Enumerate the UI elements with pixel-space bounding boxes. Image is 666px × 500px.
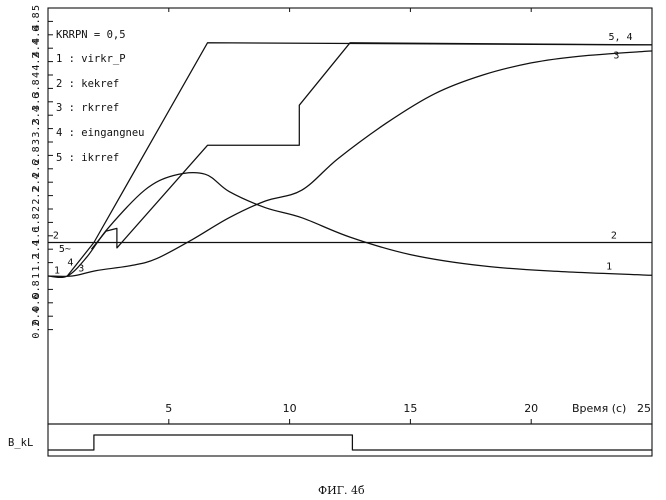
y-tick-label: 3.8 <box>31 79 42 97</box>
y-tick-label: 3 <box>31 139 42 145</box>
x-tick-label: 5 <box>165 402 172 415</box>
plot-frame <box>48 8 652 424</box>
curve-label: 1 <box>54 265 60 276</box>
y-axis: 0.20.40.60.811.21.41.61.822.22.42.62.833… <box>31 5 53 339</box>
curve-label: 5~ <box>59 244 71 255</box>
curve-label: 2 <box>611 230 617 241</box>
curve-label: 3 <box>613 50 619 61</box>
x-tick-label: 15 <box>403 402 417 415</box>
x-axis: 5 10 15 20 25 <box>165 8 652 424</box>
curve-label: 3 <box>78 263 84 274</box>
y-tick-label: 2 <box>31 206 42 212</box>
legend-item-3: 3 : rkrref <box>56 102 119 114</box>
y-tick-label: 5 <box>31 5 42 11</box>
curve-label: 4 <box>67 257 73 268</box>
series-1-line <box>48 173 652 278</box>
signal-panel-frame <box>48 424 652 456</box>
y-tick-label: 4 <box>31 72 42 78</box>
y-tick-label: 4.8 <box>31 12 42 30</box>
series-5-line <box>92 43 653 249</box>
signal-panel-label: B_kL <box>8 437 33 449</box>
legend-header: KRRPN = 0,5 <box>56 29 126 41</box>
x-tick-label: 25 <box>637 402 651 415</box>
signal-trace <box>48 435 652 450</box>
curve-label: 1 <box>606 261 612 272</box>
legend-item-2: 2 : kekref <box>56 78 119 90</box>
y-tick-label: 1 <box>31 273 42 279</box>
legend-item-1: 1 : virkr_P <box>56 53 126 65</box>
x-tick-label: 20 <box>524 402 538 415</box>
series-4-line <box>67 43 652 276</box>
legend-item-5: 5 : ikrref <box>56 152 119 164</box>
curve-label: 5, 4 <box>609 32 633 43</box>
signal-step-line <box>48 435 652 450</box>
y-tick-label: 1.8 <box>31 213 42 231</box>
figure-caption: ФИГ. 4б <box>318 484 365 497</box>
x-axis-label: Время (с) <box>572 402 626 415</box>
legend-item-4: 4 : eingangneu <box>56 127 145 139</box>
legend: KRRPN = 0,5 1 : virkr_P 2 : kekref 3 : r… <box>56 29 145 164</box>
y-tick-label: 0.8 <box>31 280 42 298</box>
x-tick-label: 10 <box>283 402 297 415</box>
y-tick-label: 2.8 <box>31 146 42 164</box>
curve-label: 2 <box>53 230 59 241</box>
curves <box>48 43 652 278</box>
